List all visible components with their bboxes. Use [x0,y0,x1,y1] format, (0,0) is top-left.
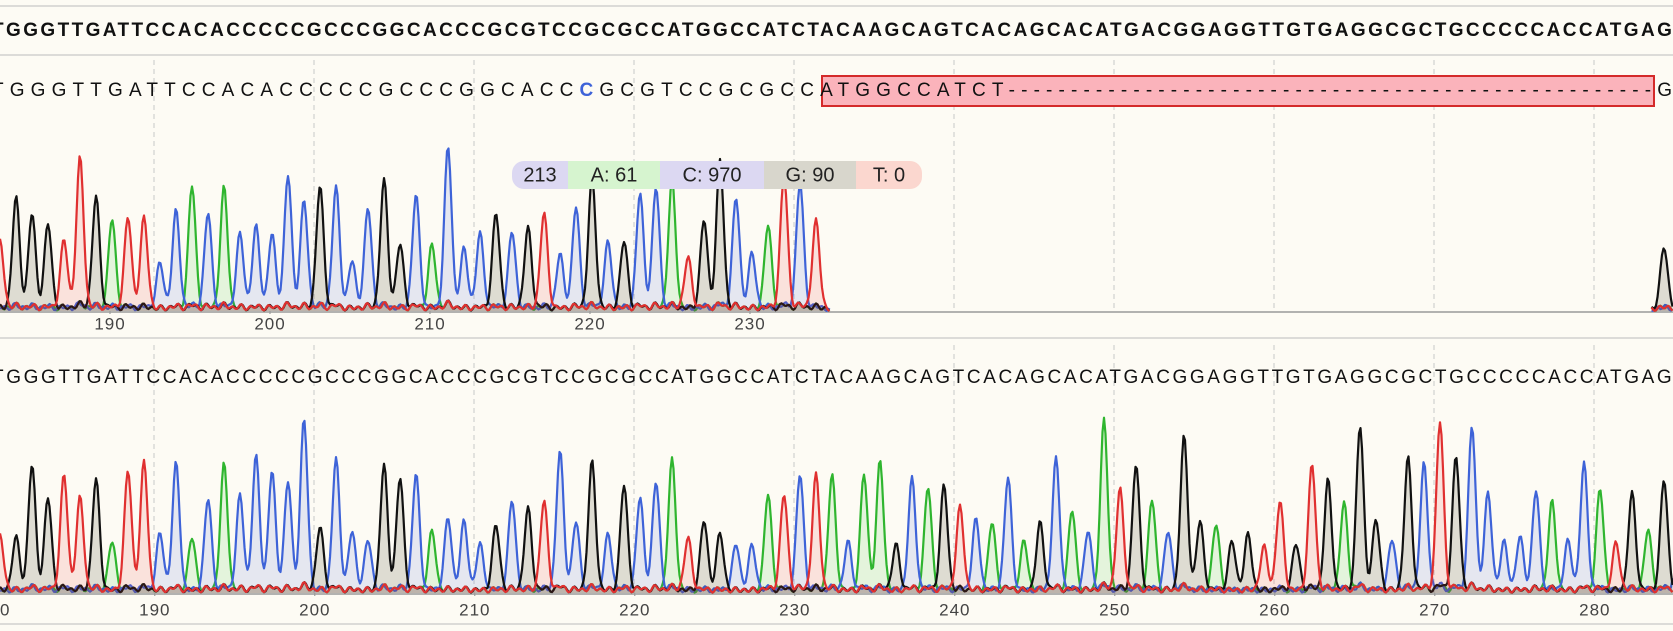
position-label: 220 [574,314,605,333]
position-label: 270 [1419,600,1450,619]
tooltip-cell [524,161,568,189]
tooltip-cell [764,161,856,189]
position-label: 190 [139,600,170,619]
traces [0,147,1673,594]
position-label: 250 [1099,600,1130,619]
sequence: TGGGTTGATTCCACACCCCCGCCCGGCACCCGCGTCCGCG… [0,20,1673,41]
position-label: 230 [734,314,765,333]
tooltip-text: C: 970 [683,164,742,186]
texts: TGGGTTGATTCCACACCCCCGCCCGGCACCCGCGTCCGCG… [0,20,1673,619]
tooltip-text: G: 90 [786,164,835,186]
position-label: 260 [1259,600,1290,619]
tooltip-text: 213 [523,164,556,186]
position-label: 210 [459,600,490,619]
deletion-box [821,75,1655,107]
tooltip-cell [660,161,764,189]
position-label: 220 [619,600,650,619]
trace-fill [0,417,1673,593]
position-label: 210 [414,314,445,333]
trace [0,155,1673,312]
position-label: 240 [939,600,970,619]
position-label: 230 [779,600,810,619]
tooltip-cell [856,161,910,189]
base-tooltip: 213 A: 61 C: 970 G: 90 T: 0 [512,161,922,189]
position-label: 200 [254,314,285,333]
tooltip-text: A: 61 [591,164,638,186]
sequence: TGGGTTGATTCCACACCCCCGCCCGGCACCCGCGTCCGCG… [0,80,1672,101]
sequence: TGGGTTGATTCCACACCCCCGCCCGGCACCCGCGTCCGCG… [0,367,1673,388]
position-label: 280 [1579,600,1610,619]
tooltip-text: T: 0 [873,164,905,186]
position-label: 200 [299,600,330,619]
trace-fill [0,420,1673,593]
trace [0,421,1673,594]
trace-fill [0,148,1673,311]
tooltip-cell [568,161,660,189]
position-label: 180 [0,600,10,619]
position-label: 190 [94,314,125,333]
